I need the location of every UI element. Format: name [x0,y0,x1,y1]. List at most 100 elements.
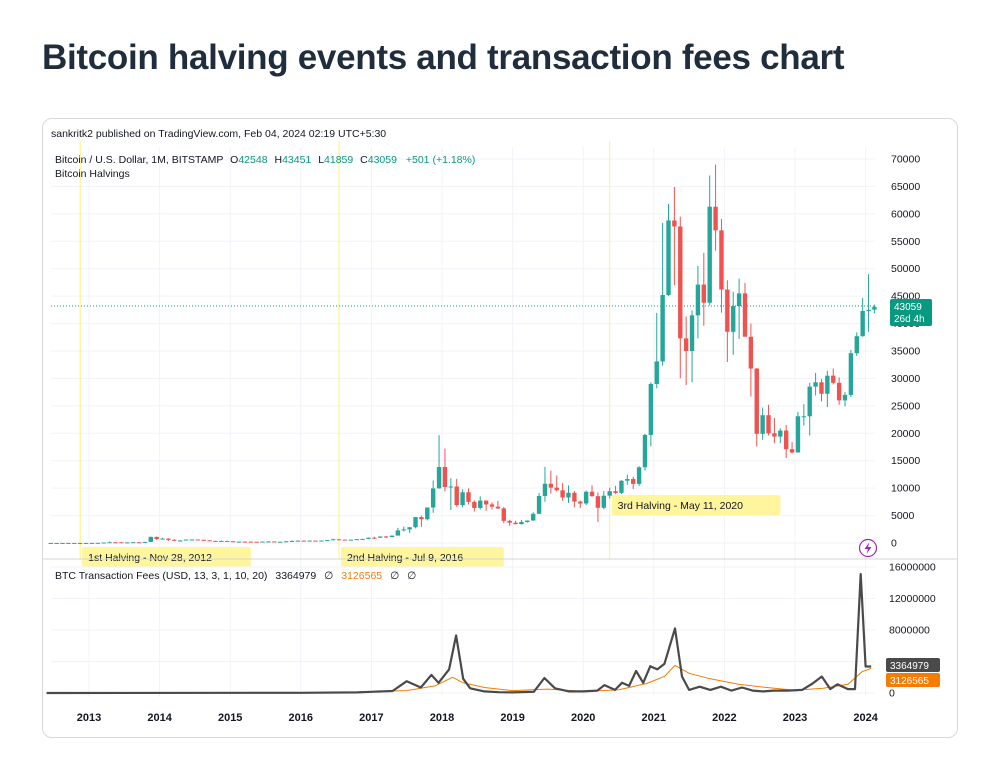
candle [330,538,336,541]
candle [848,349,854,398]
price-tick-label: 65000 [891,181,920,193]
candle [77,542,83,544]
symbol-legend[interactable]: Bitcoin / U.S. Dollar, 1M, BITSTAMP O425… [55,154,475,166]
empty-symbol-2: ∅ [390,570,399,582]
candle [525,520,530,523]
chart-svg[interactable]: 7000065000600005500050000450004000035000… [43,119,957,737]
candle [366,537,371,539]
candle [407,526,412,533]
candle [219,540,224,542]
price-tick-label: 25000 [891,400,920,412]
candle [654,312,659,389]
change-value: +501 (+1.18%) [406,154,475,166]
candles [48,164,877,544]
candle [742,282,748,337]
candle [301,540,306,542]
fees-tick-label: 16000000 [889,562,936,574]
candle [83,542,89,544]
lightning-icon[interactable] [858,538,878,558]
candle [283,541,289,543]
candle [342,539,348,541]
candle [642,433,648,471]
candle [213,540,218,542]
time-tick-label: 2013 [77,712,101,724]
page-title: Bitcoin halving events and transaction f… [42,38,845,77]
candle [489,502,495,510]
candle [554,475,559,492]
candle [454,478,459,507]
halving-label-text: 3rd Halving - May 11, 2020 [618,500,743,512]
candle [583,490,589,506]
candle [613,485,618,495]
candle [278,541,283,543]
candle [378,536,383,538]
candle [689,310,695,383]
fees-tick-label: 8000000 [889,625,930,637]
time-tick-label: 2015 [218,712,242,724]
candle [266,541,271,543]
candle [383,535,389,539]
candle [348,539,354,541]
candle [436,435,442,489]
candle [519,519,524,525]
candle [183,539,189,541]
candle [425,507,430,521]
high-label: H [274,154,282,166]
candle [313,540,318,542]
candle [731,291,736,355]
candle [589,485,595,497]
time-tick-label: 2022 [712,712,736,724]
candle [472,500,477,512]
candle [95,542,101,544]
candle [754,368,759,447]
fees-tick-label: 0 [889,688,895,700]
candle [207,540,212,542]
candle [166,538,171,541]
halvings-legend[interactable]: Bitcoin Halvings [55,168,130,180]
candle [442,448,448,492]
time-tick-label: 2017 [359,712,383,724]
candle [701,252,707,326]
candle [136,542,142,544]
candle [372,536,377,539]
candle [448,478,454,511]
candle [325,539,330,542]
candle [125,542,130,544]
candle [648,382,654,447]
close-label: C [360,154,368,166]
candle [542,466,548,502]
time-tick-label: 2014 [147,712,172,724]
candle [530,512,536,521]
fees-line [46,573,872,695]
candle [230,541,236,543]
halving-labels: 1st Halving - Nov 28, 2012 2nd Halving - … [82,495,781,567]
candle [560,483,565,501]
candle [807,382,812,436]
candle [495,500,501,509]
fees-legend-value: 3364979 [275,570,316,582]
candle [513,520,518,525]
candle [460,489,465,508]
candle [413,516,418,529]
candle [601,491,606,510]
fees-legend[interactable]: BTC Transaction Fees (USD, 13, 3, 1, 10,… [55,570,416,582]
attribution[interactable]: sankritk2 published on TradingView.com, … [51,128,387,140]
candle [254,541,259,543]
fees-legend-ma-value: 3126565 [341,570,382,582]
candle [666,203,671,297]
candle [760,407,765,440]
fees-ma-badge: 3126565 [886,673,940,687]
candle [142,541,148,543]
price-badge: 43059 26d 4h [890,299,932,326]
candle [789,442,795,454]
time-axis: 2013 2014 2015 2016 2017 2018 2019 2020 2021 2022… [77,712,879,724]
candle [148,536,153,542]
price-tick-label: 5000 [891,510,915,522]
candle [466,488,471,505]
candle [766,404,771,436]
fees-badge-value: 3364979 [890,661,929,672]
candle [360,538,365,540]
candle [60,542,65,544]
time-tick-label: 2023 [783,712,807,724]
candle [160,537,165,540]
